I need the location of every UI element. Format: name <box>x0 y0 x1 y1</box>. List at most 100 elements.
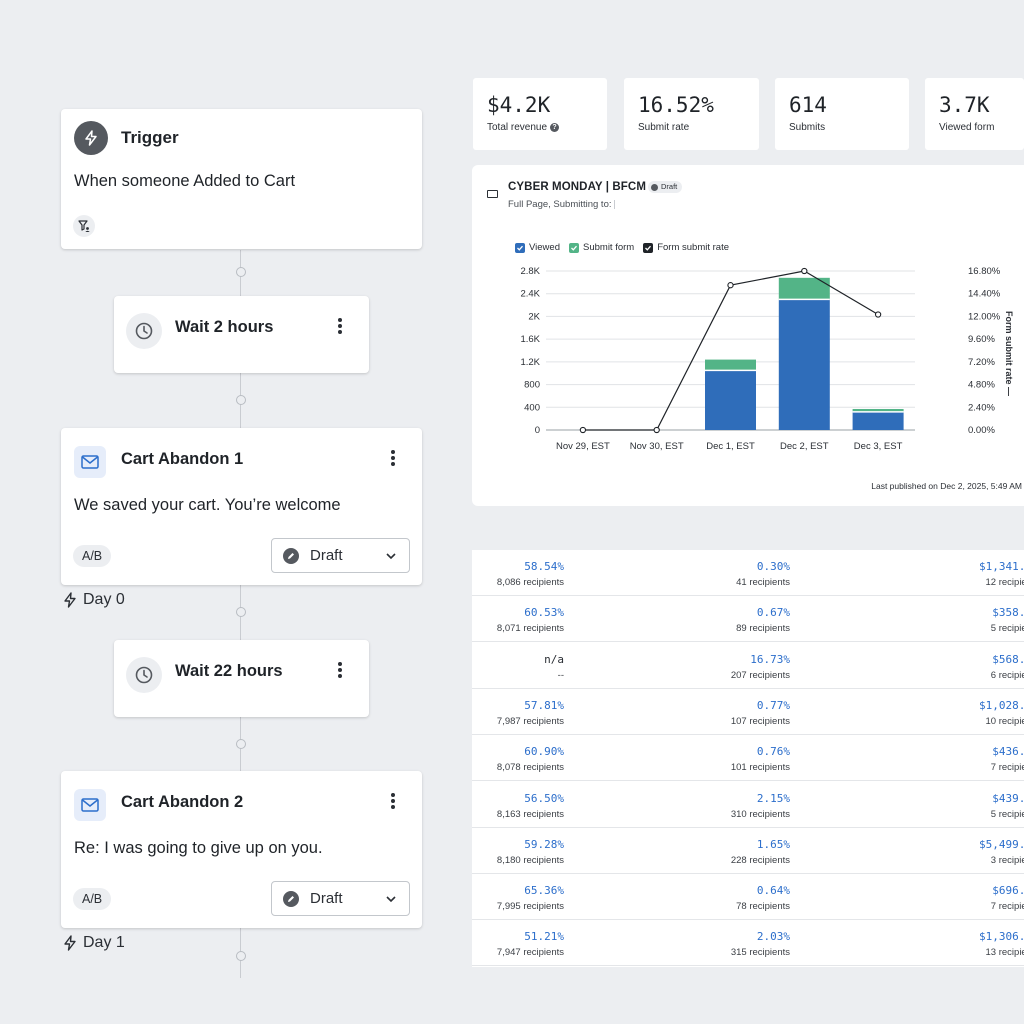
revenue-recipients: 12 recipien <box>985 577 1024 588</box>
click-rate[interactable]: 2.03% <box>756 930 790 944</box>
revenue-cell: $5,499.8 3 recipien <box>972 838 1024 866</box>
open-recipients: 7,947 recipients <box>496 947 564 959</box>
legend-item-viewed[interactable]: Viewed <box>515 242 560 253</box>
email-step-card[interactable]: Cart Abandon 1 We saved your cart. You’r… <box>61 428 422 585</box>
chevron-down-icon <box>386 896 396 903</box>
open-rate[interactable]: 59.28% <box>524 837 564 851</box>
revenue-cell: $1,306.5 13 recipien <box>972 930 1024 958</box>
wait-step-label: Wait 22 hours <box>175 662 283 680</box>
open-rate[interactable]: 65.36% <box>524 884 564 898</box>
revenue[interactable]: $358.8 <box>992 606 1024 620</box>
click-rate[interactable]: 0.77% <box>756 698 790 712</box>
trigger-description: When someone Added to Cart <box>74 172 296 190</box>
day-label: Day 1 <box>83 934 125 951</box>
wait-step-card[interactable]: Wait 2 hours <box>114 296 369 373</box>
flow-node-dot <box>236 395 246 405</box>
click-recipients: 41 recipients <box>736 577 790 588</box>
open-rate[interactable]: 58.54% <box>524 560 564 573</box>
open-rate-cell: 57.81% 7,987 recipients <box>497 699 564 727</box>
revenue-recipients: 7 recipien <box>990 901 1024 913</box>
more-options-icon[interactable] <box>386 791 400 811</box>
click-recipients: 228 recipients <box>730 854 790 866</box>
kpi-label: Submits <box>789 122 826 133</box>
open-rate-cell: 65.36% 7,995 recipients <box>497 884 564 912</box>
email-step-card[interactable]: Cart Abandon 2 Re: I was going to give u… <box>61 771 422 928</box>
more-options-icon[interactable] <box>333 660 347 680</box>
chevron-down-icon <box>386 553 396 560</box>
click-rate[interactable]: 0.64% <box>756 884 790 898</box>
open-rate[interactable]: 56.50% <box>524 791 564 805</box>
revenue-cell: $439.9 5 recipien <box>972 792 1024 820</box>
open-recipients: 8,163 recipients <box>496 808 564 820</box>
legend-item-submit-rate[interactable]: Form submit rate <box>643 242 729 253</box>
table-row[interactable]: 65.36% 7,995 recipients 0.64% 78 recipients… <box>472 874 1024 921</box>
open-rate[interactable]: n/a <box>544 652 564 666</box>
table-row[interactable]: n/a -- 16.73% 207 recipients $568.7 6 recipie… <box>472 643 1024 689</box>
filter-user-icon[interactable] <box>73 215 95 237</box>
submit-rate-point <box>874 311 882 318</box>
kpi-card-viewed-form[interactable]: 3.7K Viewed form <box>925 78 1024 150</box>
revenue[interactable]: $696.6 <box>992 884 1024 898</box>
clock-icon <box>126 313 162 349</box>
click-rate[interactable]: 0.76% <box>756 745 790 759</box>
revenue[interactable]: $1,028.5 <box>979 698 1024 712</box>
revenue-cell: $436.8 7 recipien <box>972 745 1024 773</box>
open-rate[interactable]: 57.81% <box>524 698 564 712</box>
status-dropdown[interactable]: Draft <box>271 538 410 573</box>
chart-title: CYBER MONDAY | BFCM <box>508 181 647 193</box>
kpi-card-submit-rate[interactable]: 16.52% Submit rate <box>624 78 759 150</box>
wait-step-card[interactable]: Wait 22 hours <box>114 640 369 717</box>
click-rate-cell: 0.64% 78 recipients <box>736 884 790 912</box>
flow-node-dot <box>236 607 246 617</box>
x-tick-label: Nov 30, EST <box>630 441 684 452</box>
open-rate-cell: n/a -- <box>544 653 564 681</box>
clock-icon <box>126 657 162 693</box>
kpi-label: Submit rate <box>638 122 690 133</box>
revenue[interactable]: $436.8 <box>992 745 1024 759</box>
click-rate[interactable]: 16.73% <box>750 652 790 666</box>
y-tick-label: 2K <box>528 311 540 322</box>
revenue[interactable]: $1,306.5 <box>979 930 1024 944</box>
click-rate[interactable]: 1.65% <box>756 837 790 851</box>
open-recipients: 8,071 recipients <box>496 623 564 635</box>
revenue[interactable]: $1,341.6 <box>979 560 1024 573</box>
table-row[interactable]: 60.53% 8,071 recipients 0.67% 89 recipients… <box>472 596 1024 643</box>
help-icon[interactable]: ? <box>550 123 560 132</box>
y2-tick-label: 14.40% <box>968 289 1001 300</box>
open-rate-cell: 60.90% 8,078 recipients <box>497 745 564 773</box>
click-rate[interactable]: 0.67% <box>756 606 790 620</box>
click-rate-cell: 0.30% 41 recipients <box>736 560 790 588</box>
y-tick-label: 800 <box>524 380 540 391</box>
y2-tick-label: 16.80% <box>968 266 1001 277</box>
revenue[interactable]: $439.9 <box>992 791 1024 805</box>
y-tick-label: 0 <box>535 425 540 436</box>
status-label: Draft <box>310 890 343 907</box>
kpi-value: $4.2K <box>487 93 551 117</box>
legend-item-submit-form[interactable]: Submit form <box>569 242 634 253</box>
revenue[interactable]: $568.7 <box>992 652 1024 666</box>
open-rate[interactable]: 60.90% <box>524 745 564 759</box>
table-row[interactable]: 59.28% 8,180 recipients 1.65% 228 recipient… <box>472 828 1024 874</box>
open-rate[interactable]: 51.21% <box>524 930 564 944</box>
kpi-card-submits[interactable]: 614 Submits <box>775 78 909 150</box>
flow-node-dot <box>236 951 246 961</box>
click-rate[interactable]: 0.30% <box>756 560 790 573</box>
more-options-icon[interactable] <box>333 316 347 336</box>
table-row[interactable]: 51.21% 7,947 recipients 2.03% 315 recipient… <box>472 920 1024 967</box>
table-row[interactable]: 56.50% 8,163 recipients 2.15% 310 recipient… <box>472 782 1024 828</box>
revenue[interactable]: $5,499.8 <box>979 837 1024 851</box>
revenue-recipients: 7 recipien <box>990 762 1024 774</box>
more-options-icon[interactable] <box>386 448 400 468</box>
status-dropdown[interactable]: Draft <box>271 881 410 916</box>
open-rate-cell: 59.28% 8,180 recipients <box>497 838 564 866</box>
click-rate[interactable]: 2.15% <box>756 791 790 805</box>
kpi-card-total-revenue[interactable]: $4.2K Total revenue? <box>473 78 607 150</box>
table-row[interactable]: 58.54% 8,086 recipients 0.30% 41 recipients… <box>472 550 1024 596</box>
y2-tick-label: 4.80% <box>968 380 995 391</box>
table-row[interactable]: 57.81% 7,987 recipients 0.77% 107 recipient… <box>472 689 1024 735</box>
email-subject: We saved your cart. You’re welcome <box>74 496 341 514</box>
table-row[interactable]: 60.90% 8,078 recipients 0.76% 101 recipient… <box>472 735 1024 782</box>
trigger-card[interactable]: Trigger When someone Added to Cart <box>61 109 422 249</box>
open-rate[interactable]: 60.53% <box>524 606 564 620</box>
y-tick-label: 1.2K <box>520 357 540 368</box>
